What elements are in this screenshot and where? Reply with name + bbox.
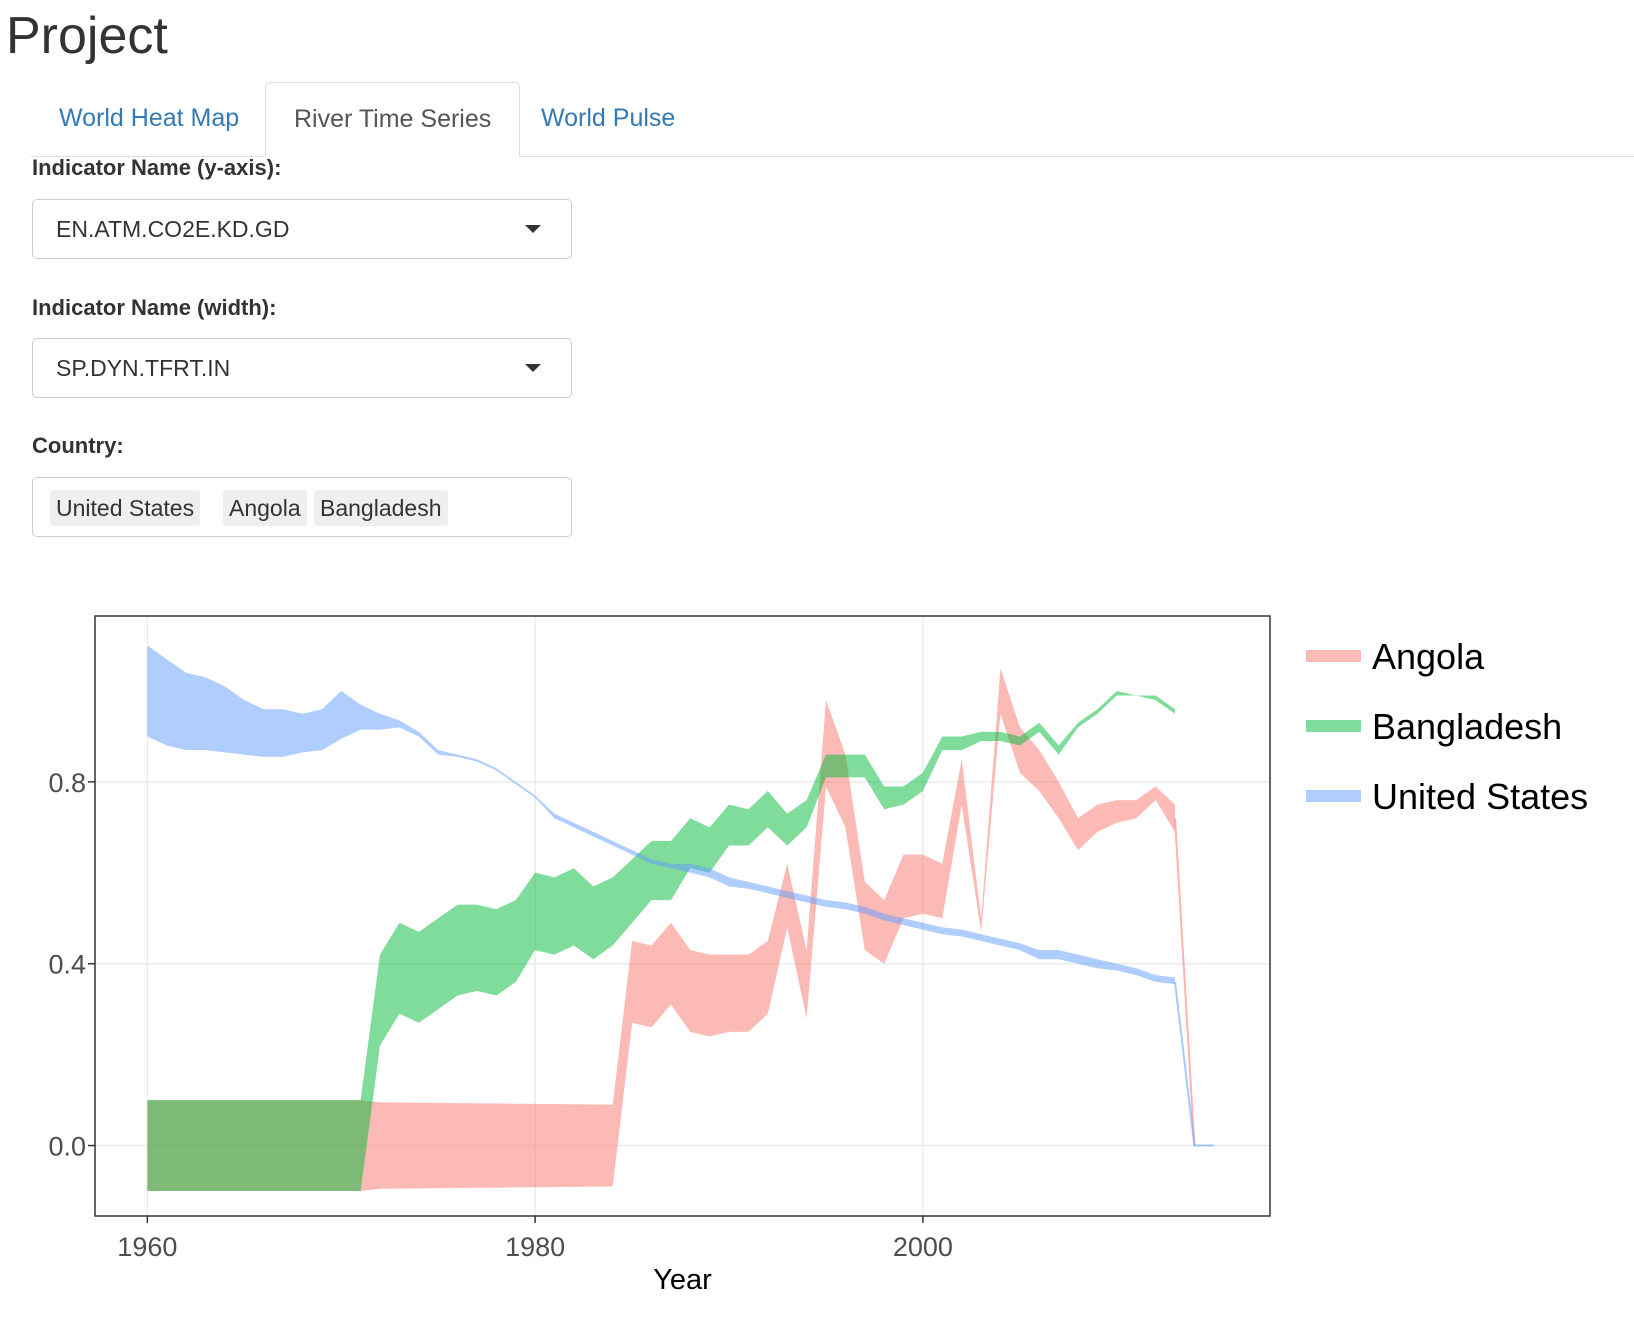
legend-label: United States	[1372, 776, 1588, 817]
y-tick-label: 0.4	[48, 950, 86, 980]
legend-key	[1306, 720, 1361, 732]
country-chip[interactable]: United States	[50, 490, 201, 526]
tab-world-pulse[interactable]: World Pulse	[541, 104, 676, 132]
width-indicator-select[interactable]: SP.DYN.TFRT.IN	[32, 338, 572, 398]
width-indicator-value: SP.DYN.TFRT.IN	[56, 355, 231, 381]
ribbon-tail-united-states	[1174, 981, 1214, 1147]
legend-key	[1306, 650, 1361, 662]
x-tick-label: 2000	[893, 1232, 953, 1262]
y-indicator-select[interactable]: EN.ATM.CO2E.KD.GD	[32, 199, 572, 259]
page-title: Project	[6, 7, 168, 65]
tab-bar: World Heat Map River Time Series World P…	[31, 82, 1634, 157]
plot-border	[94, 615, 1271, 1217]
country-chip[interactable]: Angola	[223, 490, 307, 526]
y-tick-label: 0.0	[48, 1132, 86, 1162]
y-tick-label: 0.8	[48, 768, 86, 798]
legend-label: Bangladesh	[1372, 706, 1562, 747]
country-chip[interactable]: Bangladesh	[314, 490, 448, 526]
country-select[interactable]: United States Angola Bangladesh	[32, 477, 572, 537]
legend-label: Angola	[1372, 636, 1485, 677]
chevron-down-icon	[525, 364, 541, 372]
width-indicator-label: Indicator Name (width):	[32, 295, 277, 320]
x-axis-title: Year	[653, 1264, 712, 1296]
country-label: Country:	[32, 433, 124, 458]
y-indicator-label: Indicator Name (y-axis):	[32, 155, 282, 180]
tab-world-heat-map[interactable]: World Heat Map	[59, 104, 240, 132]
ribbon-tail-angola	[1174, 818, 1196, 1146]
y-indicator-value: EN.ATM.CO2E.KD.GD	[56, 216, 290, 242]
legend-key	[1306, 790, 1361, 802]
tab-river-time-series[interactable]: River Time Series	[265, 82, 521, 157]
chevron-down-icon	[525, 225, 541, 233]
ribbon-bangladesh	[147, 691, 1175, 1191]
x-tick-label: 1960	[117, 1232, 177, 1262]
x-tick-label: 1980	[505, 1232, 565, 1262]
